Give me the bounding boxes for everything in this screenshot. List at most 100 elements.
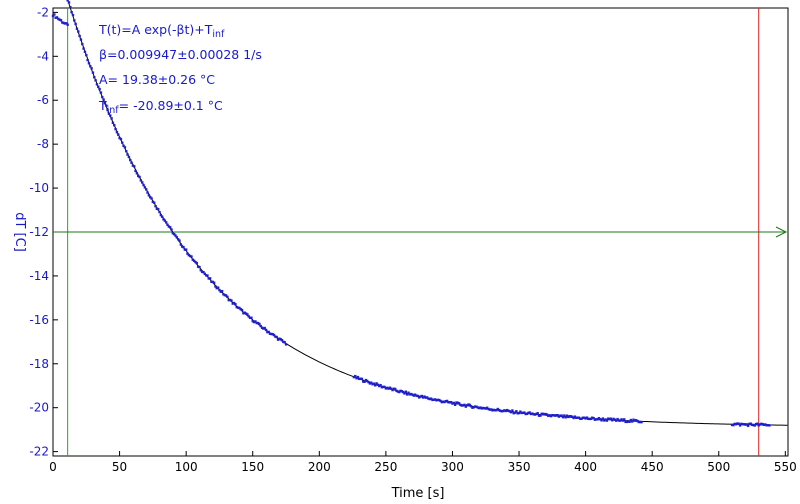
data-point bbox=[617, 419, 621, 422]
data-point bbox=[527, 411, 530, 415]
data-point bbox=[417, 396, 421, 399]
fit-amplitude: A= 19.38±0.26 °C bbox=[99, 72, 215, 87]
data-point bbox=[154, 205, 157, 208]
data-point bbox=[380, 386, 384, 389]
data-point bbox=[749, 422, 752, 425]
data-point bbox=[583, 416, 586, 419]
data-point bbox=[436, 398, 440, 402]
data-point bbox=[210, 280, 213, 283]
data-point bbox=[115, 131, 119, 134]
data-point bbox=[270, 332, 273, 336]
horizontal-line-arrowhead bbox=[775, 226, 788, 238]
data-point bbox=[768, 424, 771, 427]
data-point bbox=[75, 27, 79, 30]
data-point bbox=[206, 274, 209, 277]
data-point bbox=[639, 420, 642, 424]
data-point bbox=[220, 289, 224, 293]
data-point bbox=[575, 416, 578, 419]
data-point bbox=[131, 164, 135, 167]
data-point bbox=[413, 393, 417, 396]
fit-formula: T(t)=A exp(-βt)+Tinf bbox=[98, 22, 225, 40]
data-point bbox=[360, 377, 364, 381]
data-point bbox=[141, 181, 144, 184]
data-point bbox=[764, 423, 767, 426]
y-tick-label: -12 bbox=[29, 225, 49, 239]
data-point bbox=[569, 415, 573, 418]
data-point bbox=[456, 401, 459, 405]
data-point bbox=[524, 412, 527, 416]
data-point bbox=[563, 414, 566, 417]
data-point bbox=[483, 407, 486, 410]
data-point bbox=[204, 274, 208, 277]
data-point bbox=[149, 196, 152, 199]
data-point bbox=[513, 411, 517, 414]
data-point bbox=[488, 408, 491, 411]
data-point bbox=[752, 423, 755, 427]
data-point bbox=[118, 136, 121, 140]
data-point bbox=[352, 375, 356, 379]
data-point bbox=[736, 422, 739, 425]
data-point bbox=[591, 416, 594, 419]
data-point bbox=[753, 424, 756, 427]
data-point bbox=[390, 387, 393, 390]
data-point bbox=[497, 408, 501, 412]
data-point bbox=[105, 104, 108, 107]
data-point bbox=[159, 213, 163, 217]
x-tick-label: 150 bbox=[241, 460, 264, 474]
data-point bbox=[580, 417, 583, 420]
data-point bbox=[164, 221, 168, 224]
data-point bbox=[412, 394, 416, 397]
data-point bbox=[400, 390, 404, 393]
data-point bbox=[555, 414, 558, 417]
data-point bbox=[278, 337, 281, 340]
data-point bbox=[732, 423, 735, 427]
fit-annotation: T(t)=A exp(-βt)+Tinf β=0.009947±0.00028 … bbox=[98, 22, 262, 116]
x-tick-label: 400 bbox=[574, 460, 597, 474]
data-point bbox=[453, 403, 457, 406]
data-point bbox=[451, 402, 454, 405]
data-point bbox=[416, 394, 420, 398]
data-point bbox=[609, 417, 613, 420]
data-point bbox=[531, 412, 534, 415]
data-point bbox=[71, 13, 75, 17]
data-point bbox=[51, 14, 55, 18]
data-point bbox=[137, 174, 140, 178]
data-point bbox=[227, 298, 230, 302]
data-point bbox=[533, 413, 537, 416]
data-point bbox=[487, 407, 490, 411]
data-point bbox=[391, 388, 394, 392]
data-point bbox=[405, 393, 409, 396]
data-point bbox=[501, 409, 505, 413]
data-point bbox=[616, 417, 619, 421]
data-point bbox=[443, 400, 446, 404]
data-point bbox=[746, 424, 750, 428]
data-point bbox=[275, 335, 278, 339]
data-point bbox=[240, 308, 244, 312]
data-point bbox=[465, 404, 469, 407]
data-point bbox=[358, 377, 361, 381]
data-point bbox=[529, 412, 533, 416]
data-point bbox=[489, 408, 493, 411]
data-point bbox=[748, 422, 751, 426]
data-point bbox=[500, 410, 503, 413]
data-point bbox=[376, 383, 380, 386]
data-point bbox=[163, 219, 167, 222]
data-point bbox=[260, 326, 264, 329]
data-point bbox=[371, 383, 374, 386]
fit-beta: β=0.009947±0.00028 1/s bbox=[99, 47, 262, 62]
data-point bbox=[244, 312, 248, 315]
data-point bbox=[103, 102, 107, 105]
data-point bbox=[135, 172, 139, 175]
data-point bbox=[251, 319, 254, 323]
data-point bbox=[573, 415, 577, 418]
data-point bbox=[111, 121, 115, 125]
data-point bbox=[485, 406, 489, 409]
data-point bbox=[604, 418, 607, 421]
fit-tinf: Tinf= -20.89±0.1 °C bbox=[98, 98, 223, 116]
data-point bbox=[230, 299, 233, 302]
y-tick-label: -2 bbox=[37, 5, 49, 19]
data-point bbox=[473, 405, 477, 408]
data-point bbox=[70, 11, 73, 14]
data-point bbox=[69, 5, 72, 9]
